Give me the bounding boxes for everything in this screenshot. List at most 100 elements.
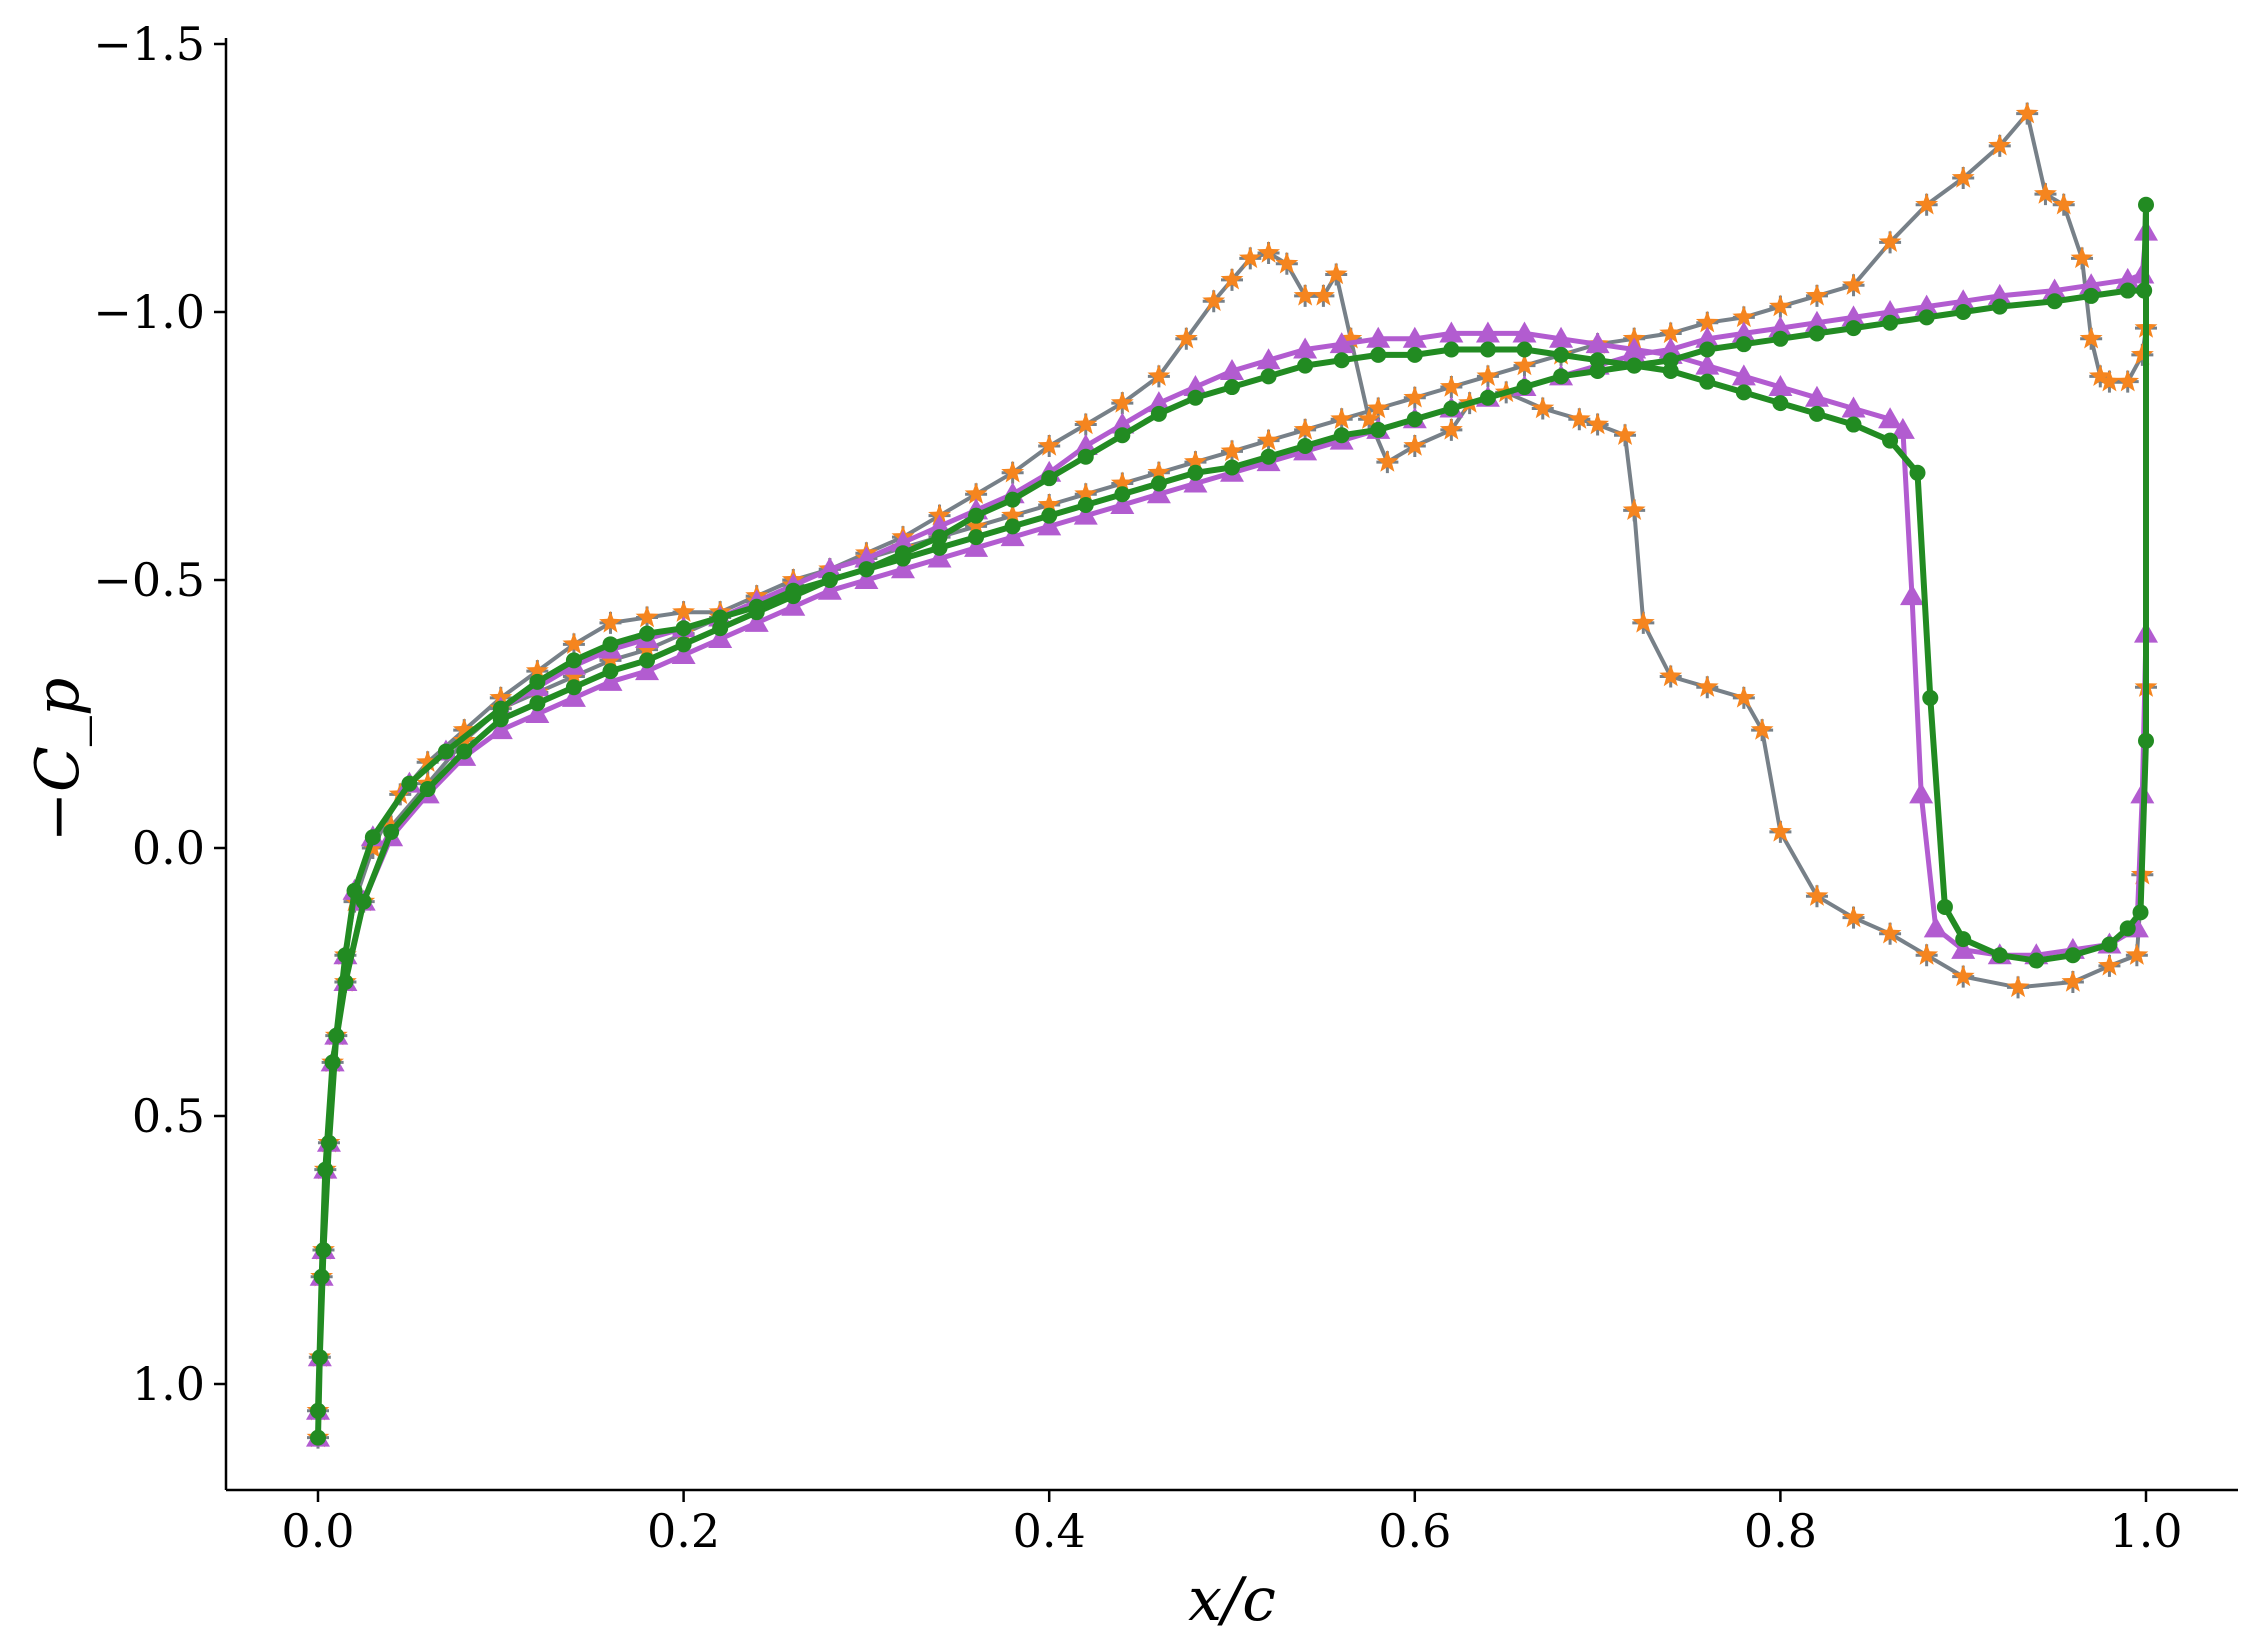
- data-point: [1037, 434, 1061, 456]
- data-point: [1146, 391, 1171, 413]
- data-point: [817, 557, 842, 579]
- data-point: [1187, 389, 1204, 406]
- series-line: [315, 229, 2149, 1438]
- x-axis-label: x/c: [1188, 1565, 1276, 1635]
- data-point: [1553, 346, 1570, 363]
- data-point: [1077, 448, 1094, 465]
- data-point: [2034, 182, 2057, 204]
- data-point: [671, 643, 696, 665]
- data-point: [1731, 364, 1756, 386]
- data-point: [1841, 305, 1866, 327]
- data-point: [639, 625, 656, 642]
- data-point: [781, 594, 806, 616]
- data-point: [1923, 916, 1948, 938]
- data-point: [1841, 396, 1866, 418]
- data-point: [1403, 385, 1427, 408]
- series-circle: [310, 196, 2154, 1446]
- data-point: [1659, 321, 1683, 344]
- data-point: [1147, 460, 1171, 483]
- data-point: [1370, 346, 1387, 363]
- data-point: [1768, 316, 1793, 338]
- data-point: [1845, 320, 1862, 337]
- data-point: [1804, 310, 1829, 332]
- data-point: [2079, 326, 2103, 349]
- plot-area: [306, 101, 2158, 1449]
- data-point: [1585, 332, 1610, 354]
- data-point: [401, 775, 418, 792]
- data-point: [1735, 384, 1752, 401]
- data-point: [1695, 353, 1720, 375]
- data-point: [2119, 282, 2136, 299]
- data-point: [562, 632, 586, 654]
- data-point: [968, 507, 985, 524]
- data-point: [1293, 283, 1317, 306]
- data-point: [675, 636, 692, 653]
- data-point: [1297, 357, 1314, 374]
- data-point: [1275, 251, 1299, 274]
- data-point: [1808, 325, 1825, 342]
- data-point: [1333, 352, 1350, 369]
- data-point: [565, 652, 582, 669]
- data-point: [1988, 133, 2012, 156]
- data-point: [602, 636, 619, 653]
- data-point: [456, 743, 473, 760]
- data-point: [602, 663, 619, 680]
- data-point: [964, 482, 988, 504]
- data-point: [708, 626, 733, 648]
- data-point: [927, 546, 952, 568]
- data-point: [1951, 964, 1975, 987]
- data-point: [1184, 450, 1207, 472]
- data-point: [1936, 898, 1953, 915]
- data-point: [1878, 407, 1903, 429]
- data-point: [1443, 341, 1460, 358]
- data-point: [1769, 294, 1792, 317]
- y-tick-label: −1.5: [93, 17, 205, 71]
- data-point: [1531, 396, 1555, 419]
- data-point: [1376, 450, 1399, 472]
- data-point: [2088, 364, 2112, 386]
- data-point: [1312, 283, 1335, 306]
- data-point: [1842, 273, 1865, 295]
- data-point: [364, 829, 381, 846]
- data-point: [2083, 287, 2100, 304]
- data-point: [529, 695, 546, 712]
- data-point: [1297, 438, 1314, 454]
- data-point: [1951, 166, 1975, 188]
- data-point: [565, 679, 582, 696]
- data-point: [1735, 336, 1752, 353]
- data-point: [1073, 503, 1098, 525]
- data-point: [894, 550, 911, 567]
- data-point: [1037, 514, 1062, 536]
- data-point: [1000, 525, 1025, 547]
- data-point: [635, 605, 659, 628]
- data-point: [1150, 405, 1167, 422]
- data-point: [2028, 952, 2045, 969]
- data-point: [2125, 943, 2149, 965]
- data-point: [1439, 375, 1463, 397]
- y-tick-label: 0.0: [132, 821, 205, 875]
- data-point: [1333, 427, 1350, 444]
- data-point: [1951, 289, 1976, 311]
- data-point: [361, 836, 385, 858]
- data-point: [748, 604, 765, 621]
- data-point: [1406, 346, 1423, 363]
- data-point: [1224, 379, 1240, 396]
- data-point: [635, 637, 659, 660]
- data-point: [1439, 417, 1463, 440]
- data-point: [1732, 685, 1756, 708]
- data-point: [1662, 352, 1679, 369]
- data-point: [1074, 482, 1098, 504]
- data-point: [1659, 664, 1683, 687]
- series-star: [306, 101, 2158, 1448]
- data-point: [1238, 246, 1262, 269]
- data-point: [1114, 486, 1131, 503]
- data-point: [525, 659, 549, 681]
- data-point: [1037, 493, 1061, 515]
- data-point: [2061, 970, 2085, 992]
- data-point: [1622, 342, 1647, 364]
- data-point: [1257, 428, 1280, 451]
- data-point: [1987, 283, 2012, 305]
- data-point: [1878, 300, 1903, 321]
- data-point: [1772, 395, 1789, 412]
- data-point: [1513, 353, 1536, 376]
